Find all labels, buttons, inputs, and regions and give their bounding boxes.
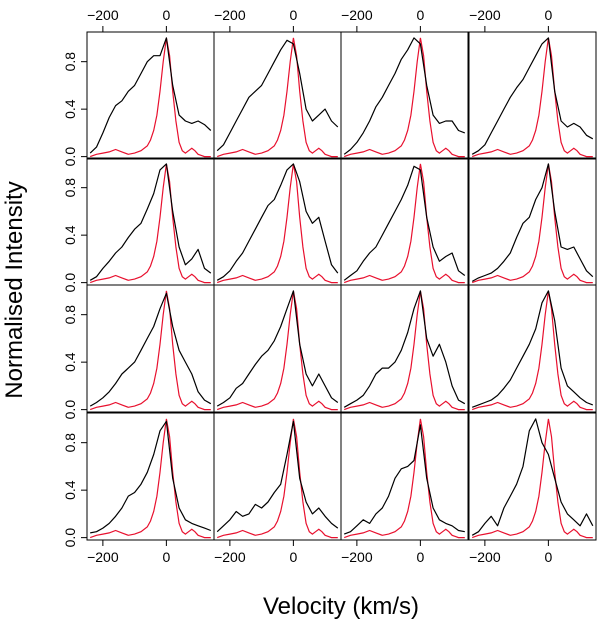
observed-line [471, 37, 594, 155]
panel-frame [468, 412, 597, 541]
panel-r3-c4 [468, 284, 597, 413]
y-axis-title: Normalised Intensity [1, 181, 28, 398]
y-tick-label: 0.0 [62, 400, 78, 420]
x-tick-label-top: 0 [289, 7, 297, 23]
y-tick-label: 0.4 [62, 480, 78, 500]
panel-r3-c1 [86, 284, 215, 413]
panel-r4-c3 [340, 412, 469, 541]
observed-line [216, 290, 339, 407]
panel-r1-c3 [340, 31, 469, 160]
y-tick-label: 0.0 [62, 528, 78, 548]
model-line [471, 163, 593, 284]
x-tick-label-top: −200 [214, 7, 246, 23]
panel-frame [468, 284, 597, 413]
observed-line [89, 37, 212, 154]
panel-frame [468, 31, 597, 160]
model-line [343, 290, 465, 411]
panel-frame [340, 284, 469, 413]
x-tick-label-top: 0 [416, 7, 424, 23]
model-line [89, 290, 211, 411]
y-tick-label: 0.8 [62, 433, 78, 453]
y-tick-label: 0.4 [62, 99, 78, 119]
panel-frame [340, 412, 469, 541]
observed-line [471, 418, 594, 536]
x-tick-label-top: −200 [341, 7, 373, 23]
panel-r3-c2 [213, 284, 342, 413]
x-tick-label-bottom: 0 [416, 549, 424, 565]
model-line [216, 290, 338, 411]
model-line [216, 418, 338, 539]
panel-r3-c3 [340, 284, 469, 413]
x-tick-label-top: −200 [87, 7, 119, 23]
observed-line [216, 420, 339, 533]
model-line [216, 37, 338, 158]
model-line [471, 37, 593, 158]
x-tick-label-bottom: −200 [87, 549, 119, 565]
observed-line [89, 163, 212, 281]
model-line [216, 163, 338, 284]
observed-line [343, 165, 466, 281]
panel-r1-c2 [213, 31, 342, 160]
x-tick-label-bottom: −200 [469, 549, 501, 565]
observed-line [343, 424, 465, 535]
observed-line [343, 37, 466, 155]
y-tick-label: 0.0 [62, 147, 78, 167]
panel-r1-c4 [468, 31, 597, 160]
x-tick-label-top: 0 [544, 7, 552, 23]
observed-line [216, 163, 339, 281]
x-tick-label-bottom: 0 [544, 549, 552, 565]
model-line [89, 37, 211, 158]
y-tick-label: 0.4 [62, 225, 78, 245]
x-tick-label-top: 0 [162, 7, 170, 23]
panel-r4-c4 [468, 412, 597, 541]
panel-r2-c4 [468, 157, 597, 286]
observed-line [216, 39, 339, 152]
x-tick-label-bottom: −200 [341, 549, 373, 565]
model-line [343, 37, 465, 158]
model-line [471, 290, 593, 411]
model-line [343, 163, 465, 284]
model-line [471, 418, 593, 539]
y-tick-label: 0.0 [62, 273, 78, 293]
model-line [89, 418, 211, 539]
panel-r2-c1 [86, 157, 215, 286]
x-axis-title: Velocity (km/s) [263, 593, 419, 620]
y-tick-label: 0.8 [62, 178, 78, 198]
observed-line [89, 292, 212, 407]
axis-ticks: −200 −200 −200 −200 −200 −200 −200 −200 0 0 0 0 0 0 0 0… [62, 7, 552, 565]
observed-line [471, 290, 594, 408]
panels-grid [86, 31, 597, 541]
y-tick-label: 0.8 [62, 305, 78, 325]
y-tick-label: 0.8 [62, 52, 78, 72]
model-line [343, 418, 465, 539]
panel-r2-c2 [213, 157, 342, 286]
observed-line [471, 163, 594, 282]
panel-r1-c1 [86, 31, 215, 160]
observed-line [343, 290, 466, 408]
x-tick-label-bottom: 0 [162, 549, 170, 565]
panel-frame [340, 31, 469, 160]
x-tick-label-bottom: 0 [289, 549, 297, 565]
x-tick-label-bottom: −200 [214, 549, 246, 565]
model-line [89, 163, 211, 284]
y-tick-label: 0.4 [62, 352, 78, 372]
observed-line [90, 420, 212, 534]
panel-r2-c3 [340, 157, 469, 286]
x-tick-label-top: −200 [469, 7, 501, 23]
panel-r4-c1 [86, 412, 215, 541]
panel-r4-c2 [213, 412, 342, 541]
